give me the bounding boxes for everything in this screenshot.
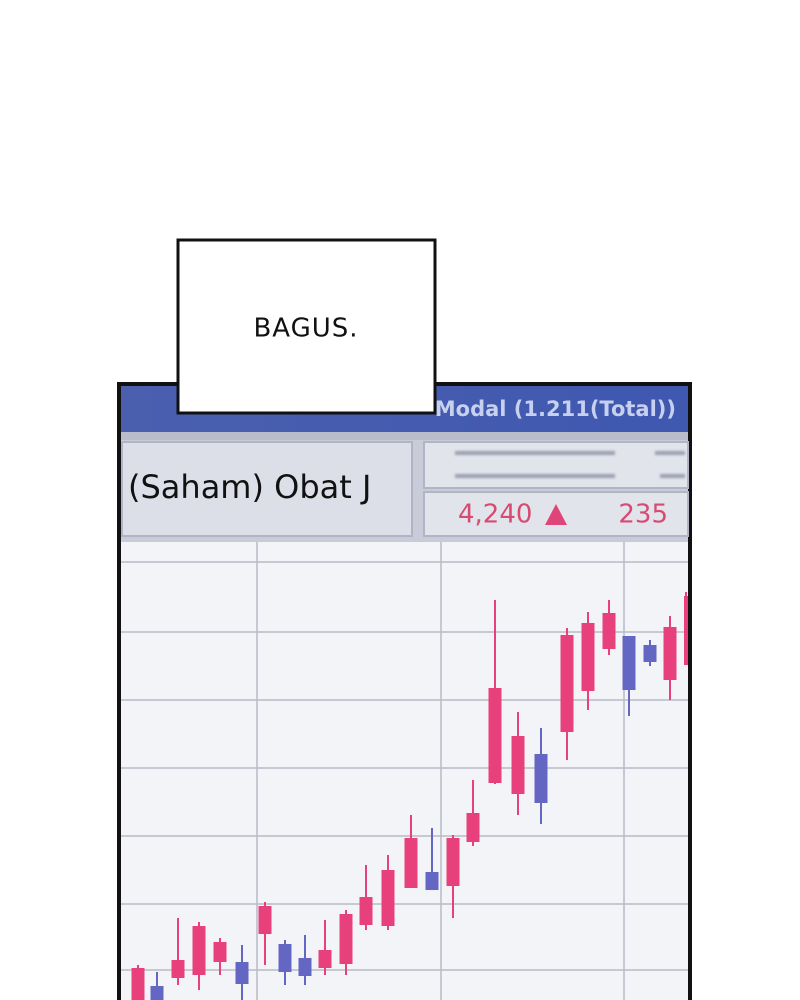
candle-body [171, 960, 185, 978]
candle-body [298, 958, 312, 976]
candles [131, 592, 688, 1000]
candle-body [359, 897, 373, 925]
candle-body [213, 942, 227, 962]
blurred-text [455, 451, 685, 478]
candle-body [339, 914, 353, 964]
candle-body [663, 627, 677, 680]
candle-body [622, 636, 636, 690]
candle-body [192, 926, 206, 975]
candle-body [488, 688, 502, 783]
speech-text: BAGUS. [253, 314, 358, 344]
candle-body [602, 613, 616, 649]
candle-body [581, 623, 595, 691]
candle-body [534, 754, 548, 803]
candle-body [404, 838, 418, 888]
candle-body [131, 968, 145, 1000]
candle-body [684, 596, 688, 665]
candle-body [560, 635, 574, 732]
price-box [423, 491, 689, 537]
speech-box [176, 238, 437, 415]
candle-body [381, 870, 395, 926]
up-arrow [545, 504, 567, 525]
chart-area [121, 542, 688, 1000]
candle-body [466, 813, 480, 842]
name-box [121, 441, 413, 537]
candle-body [318, 950, 332, 968]
candle-body [446, 838, 460, 886]
change: 235 [618, 500, 668, 530]
info-box [423, 441, 689, 489]
header-strip [121, 432, 688, 440]
candle-body [425, 872, 439, 890]
price: 4,240 [458, 500, 532, 530]
candle-body [643, 645, 657, 662]
candle-body [235, 962, 249, 984]
candle-body [278, 944, 292, 972]
candle-body [258, 906, 272, 934]
grid [121, 542, 688, 1000]
candle-body [511, 736, 525, 794]
candle-body [150, 986, 164, 1000]
stock-name: (Saham) Obat J [128, 468, 371, 506]
header-text: Modal (1.211(Total)) [435, 397, 676, 421]
